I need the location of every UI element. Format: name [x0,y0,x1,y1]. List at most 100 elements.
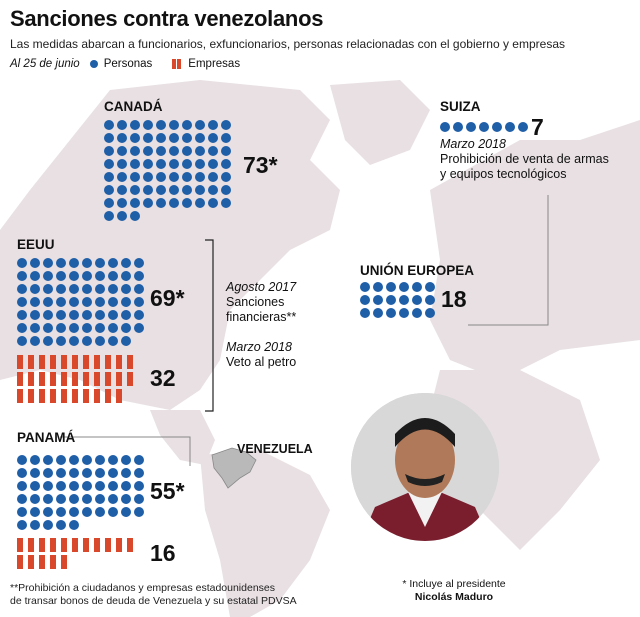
persona-dot [425,295,435,305]
persona-dot [30,494,40,504]
persona-dot [130,185,140,195]
maduro-portrait-photo [351,393,499,541]
persona-dot [104,172,114,182]
eeuu-note1-text1: Sanciones [226,295,285,309]
persona-dot [121,271,131,281]
empresa-bar [72,355,78,369]
persona-dot [82,271,92,281]
persona-dot [17,468,27,478]
persona-dot [82,297,92,307]
suiza-note-text1: Prohibición de venta de armas [440,152,609,166]
eeuu-note-financieras: Agosto 2017 Sanciones financieras** [226,280,296,325]
persona-dot [104,185,114,195]
persona-dot [221,198,231,208]
persona-dot [143,133,153,143]
persona-dot [69,258,79,268]
empresa-bar [28,538,34,552]
persona-dot [117,185,127,195]
persona-dot [43,455,53,465]
empresa-bar [17,538,23,552]
persona-dot [386,282,396,292]
panama-leader-line [60,436,191,466]
persona-dot [134,468,144,478]
persona-dot [130,120,140,130]
persona-dot [17,310,27,320]
persona-dot [195,159,205,169]
panama-empresas-count: 16 [150,540,176,566]
venezuela-shape [211,447,257,489]
eeuu-note-petro: Marzo 2018 Veto al petro [226,340,296,370]
persona-dot [453,122,463,132]
eeuu-label: EEUU [17,237,55,252]
persona-dot [143,159,153,169]
persona-dot [82,494,92,504]
empresa-bar [83,372,89,386]
persona-dot [121,336,131,346]
persona-dot [492,122,502,132]
persona-dot [43,494,53,504]
persona-dot [82,455,92,465]
ue-personas-dots [360,282,435,318]
persona-dot [69,494,79,504]
persona-dot [69,468,79,478]
persona-dot [143,185,153,195]
persona-dot [425,308,435,318]
south-america-landmass [200,450,330,617]
persona-dot [104,198,114,208]
persona-dot [69,507,79,517]
persona-dot [221,159,231,169]
persona-dot [82,336,92,346]
persona-dot [195,133,205,143]
persona-dot [221,146,231,156]
persona-dot [169,198,179,208]
persona-dot [121,284,131,294]
persona-dot [43,323,53,333]
empresa-bar [39,555,45,569]
persona-dot [134,494,144,504]
empresa-bar [28,372,34,386]
empresa-bar [105,355,111,369]
footnote: **Prohibición a ciudadanos y empresas es… [10,582,297,608]
empresa-bar [94,538,100,552]
venezuela-label: VENEZUELA [237,442,313,456]
eeuu-personas-count: 69* [150,285,185,311]
empresa-bar [50,389,56,403]
persona-dot [143,146,153,156]
persona-dot [17,271,27,281]
persona-dot [143,172,153,182]
empresas-bar-icon [172,59,182,69]
persona-dot [221,185,231,195]
persona-dot [399,282,409,292]
page-title: Sanciones contra venezolanos [10,6,324,31]
persona-dot [208,159,218,169]
persona-dot [108,284,118,294]
ue-label: UNIÓN EUROPEA [360,263,475,278]
persona-dot [108,481,118,491]
persona-dot [43,258,53,268]
persona-dot [130,172,140,182]
persona-dot [505,122,515,132]
persona-dot [208,146,218,156]
persona-dot [82,323,92,333]
persona-dot [17,284,27,294]
persona-dot [195,198,205,208]
persona-dot [134,455,144,465]
empresa-bar [17,355,23,369]
persona-dot [121,494,131,504]
persona-dot [182,146,192,156]
persona-dot [169,172,179,182]
persona-dot [182,133,192,143]
persona-dot [134,284,144,294]
persona-dot [56,520,66,530]
empresa-bar [28,355,34,369]
persona-dot [195,120,205,130]
persona-dot [121,310,131,320]
empresa-bar [83,538,89,552]
persona-dot [117,211,127,221]
persona-dot [134,507,144,517]
panama-personas-count: 55* [150,478,185,504]
persona-dot [108,468,118,478]
persona-dot [440,122,450,132]
persona-dot [121,481,131,491]
empresa-bar [61,372,67,386]
